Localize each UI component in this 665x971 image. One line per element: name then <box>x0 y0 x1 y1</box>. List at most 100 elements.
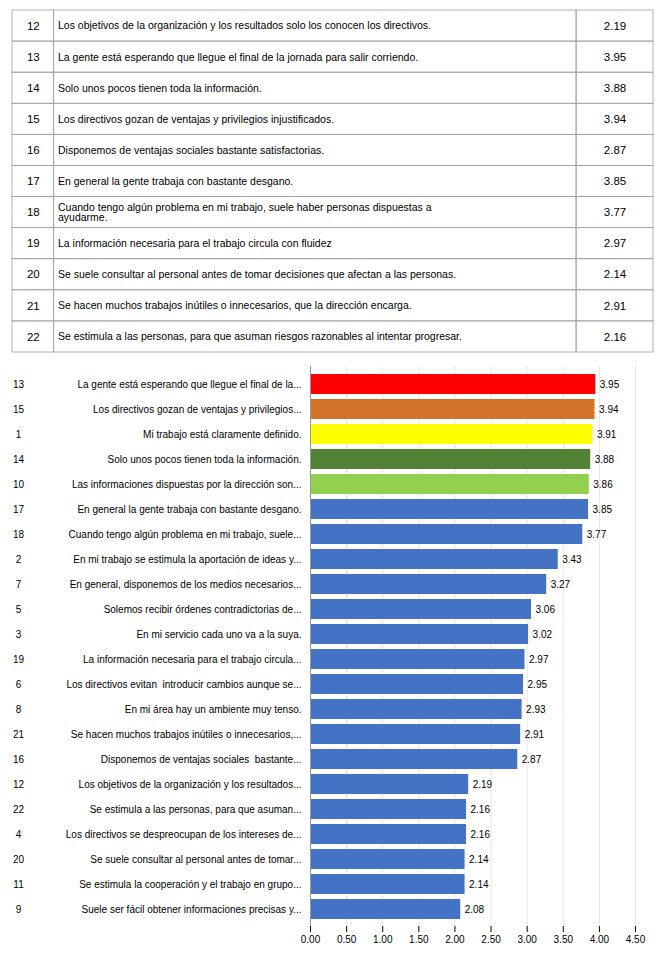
svg-text:Se hacen muchos trabajos inúti: Se hacen muchos trabajos inútiles o inne… <box>71 729 302 740</box>
svg-text:1.50: 1.50 <box>409 934 429 945</box>
svg-text:3.91: 3.91 <box>597 429 617 440</box>
svg-text:3.94: 3.94 <box>599 404 619 415</box>
svg-text:En general, disponemos de los: En general, disponemos de los medios nec… <box>70 579 302 590</box>
svg-text:15: 15 <box>27 113 40 125</box>
svg-text:La gente está esperando que ll: La gente está esperando que llegue el fi… <box>58 50 418 62</box>
svg-text:La gente está esperando que ll: La gente está esperando que llegue el fi… <box>77 379 301 390</box>
svg-text:Disponemos de ventajas sociale: Disponemos de ventajas sociales bastante… <box>58 144 324 156</box>
svg-text:14: 14 <box>13 454 25 465</box>
svg-text:Cuando tengo algún problema en: Cuando tengo algún problema en mi trabaj… <box>69 529 302 540</box>
svg-text:1.00: 1.00 <box>373 934 393 945</box>
svg-text:En general la gente trabaja co: En general la gente trabaja con bastante… <box>58 175 293 187</box>
svg-text:2.97: 2.97 <box>604 237 626 249</box>
svg-text:En general la gente trabaja co: En general la gente trabaja con bastante… <box>77 504 301 515</box>
svg-text:3.27: 3.27 <box>551 579 571 590</box>
svg-text:4.50: 4.50 <box>626 934 646 945</box>
svg-text:En mi área hay un ambiente muy: En mi área hay un ambiente muy tenso. <box>125 704 302 715</box>
svg-text:Disponemos de ventajas sociale: Disponemos de ventajas sociales bastante… <box>101 754 302 765</box>
svg-text:2.00: 2.00 <box>445 934 465 945</box>
svg-text:Se estimula a las personas, pa: Se estimula a las personas, para que asu… <box>58 330 462 342</box>
svg-text:20: 20 <box>13 854 25 865</box>
svg-text:Solo unos pocos tienen toda la: Solo unos pocos tienen toda la informaci… <box>58 82 262 94</box>
svg-text:2.19: 2.19 <box>473 779 493 790</box>
svg-text:18: 18 <box>13 529 25 540</box>
svg-text:Mi trabajo está claramente def: Mi trabajo está claramente definido. <box>143 429 301 440</box>
svg-text:15: 15 <box>13 404 25 415</box>
svg-text:3.85: 3.85 <box>604 175 626 187</box>
svg-text:19: 19 <box>27 237 40 249</box>
svg-text:1: 1 <box>16 429 22 440</box>
svg-text:En mi trabajo se estimula la a: En mi trabajo se estimula la aportación … <box>73 554 301 565</box>
svg-text:Los directivos gozan de ventaj: Los directivos gozan de ventajas y privi… <box>93 404 301 415</box>
svg-text:18: 18 <box>27 206 40 218</box>
svg-text:Se suele consultar al personal: Se suele consultar al personal antes de … <box>90 854 301 865</box>
svg-text:6: 6 <box>16 679 22 690</box>
svg-text:22: 22 <box>13 804 25 815</box>
svg-text:0.00: 0.00 <box>301 934 321 945</box>
svg-text:3.88: 3.88 <box>595 454 615 465</box>
svg-text:2.16: 2.16 <box>471 804 491 815</box>
svg-text:Se suele consultar al personal: Se suele consultar al personal antes de … <box>58 268 456 280</box>
svg-text:2.16: 2.16 <box>471 829 491 840</box>
svg-text:3.85: 3.85 <box>593 504 613 515</box>
svg-text:La información necesaria para: La información necesaria para el trabajo… <box>58 237 332 249</box>
svg-text:En mi servicio cada uno va a l: En mi servicio cada uno va a la suya. <box>136 629 301 640</box>
svg-text:16: 16 <box>27 144 40 156</box>
svg-text:5: 5 <box>16 604 22 615</box>
svg-text:2.19: 2.19 <box>604 20 626 32</box>
svg-text:3.88: 3.88 <box>604 82 626 94</box>
svg-text:2.91: 2.91 <box>525 729 545 740</box>
svg-text:17: 17 <box>27 175 40 187</box>
svg-text:2.87: 2.87 <box>522 754 542 765</box>
svg-text:21: 21 <box>13 729 25 740</box>
svg-text:3: 3 <box>16 629 22 640</box>
svg-text:13: 13 <box>27 51 40 63</box>
svg-text:21: 21 <box>27 300 40 312</box>
svg-text:3.95: 3.95 <box>600 379 620 390</box>
svg-text:20: 20 <box>27 268 40 280</box>
svg-text:Cuando tengo algún problema en: Cuando tengo algún problema en mi trabaj… <box>58 201 432 224</box>
svg-text:3.77: 3.77 <box>587 529 607 540</box>
svg-text:Solo unos pocos tienen toda la: Solo unos pocos tienen toda la informaci… <box>107 454 301 465</box>
svg-text:Los objetivos de la organizaci: Los objetivos de la organización y los r… <box>58 19 431 31</box>
svg-text:22: 22 <box>27 331 40 343</box>
svg-text:Los directivos gozan de ventaj: Los directivos gozan de ventajas y privi… <box>58 113 334 125</box>
svg-text:Los directivos evitan introdu: Los directivos evitan introducir cambios… <box>66 679 301 690</box>
svg-text:0.50: 0.50 <box>337 934 357 945</box>
svg-text:2.14: 2.14 <box>469 854 489 865</box>
svg-text:3.77: 3.77 <box>604 206 626 218</box>
svg-text:Se estimula la cooperación y e: Se estimula la cooperación y el trabajo … <box>79 879 301 890</box>
svg-text:2.50: 2.50 <box>481 934 501 945</box>
svg-text:3.95: 3.95 <box>604 51 626 63</box>
svg-text:7: 7 <box>16 579 22 590</box>
svg-text:La información necesaria para: La información necesaria para el trabajo… <box>83 654 301 665</box>
svg-text:Solemos recibir órdenes contra: Solemos recibir órdenes contradictorias … <box>104 604 302 615</box>
svg-text:12: 12 <box>13 779 25 790</box>
svg-text:Se hacen muchos trabajos inúti: Se hacen muchos trabajos inútiles o inne… <box>58 299 412 311</box>
svg-text:3.43: 3.43 <box>562 554 582 565</box>
svg-text:2.91: 2.91 <box>604 300 626 312</box>
svg-text:Las informaciones dispuestas p: Las informaciones dispuestas por la dire… <box>72 479 302 490</box>
svg-text:4: 4 <box>16 829 22 840</box>
svg-text:12: 12 <box>27 20 40 32</box>
svg-text:2.14: 2.14 <box>469 879 489 890</box>
svg-text:16: 16 <box>13 754 25 765</box>
svg-text:3.86: 3.86 <box>593 479 613 490</box>
svg-text:3.00: 3.00 <box>517 934 537 945</box>
svg-text:2.08: 2.08 <box>465 904 485 915</box>
svg-text:2: 2 <box>16 554 22 565</box>
svg-text:14: 14 <box>27 82 40 94</box>
svg-text:2.97: 2.97 <box>529 654 549 665</box>
svg-text:9: 9 <box>16 904 22 915</box>
svg-text:2.87: 2.87 <box>604 144 626 156</box>
svg-text:8: 8 <box>16 704 22 715</box>
svg-text:Se estimula a las personas, pa: Se estimula a las personas, para que asu… <box>90 804 302 815</box>
svg-text:4.00: 4.00 <box>590 934 610 945</box>
svg-text:2.14: 2.14 <box>604 268 627 280</box>
svg-text:Los directivos se despreocupan: Los directivos se despreocupan de los in… <box>66 829 302 840</box>
svg-text:3.06: 3.06 <box>536 604 556 615</box>
svg-text:Suele ser fácil obtener inform: Suele ser fácil obtener informaciones pr… <box>82 904 302 915</box>
svg-text:3.02: 3.02 <box>533 629 553 640</box>
svg-text:3.94: 3.94 <box>604 113 627 125</box>
svg-text:3.50: 3.50 <box>554 934 574 945</box>
